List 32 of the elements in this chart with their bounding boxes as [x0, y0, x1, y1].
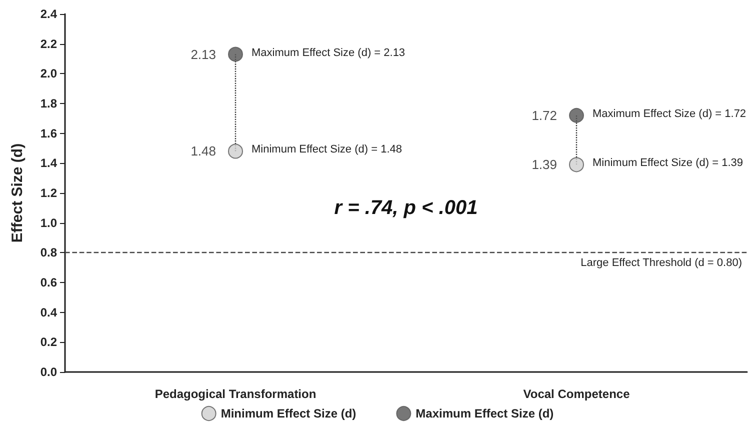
- data-label: 1.72: [532, 108, 557, 123]
- data-label: 1.39: [532, 157, 557, 172]
- annotation: r = .74, p < .001: [334, 196, 478, 219]
- legend-label: Minimum Effect Size (d): [220, 406, 356, 420]
- point: [228, 144, 243, 159]
- point: [569, 157, 584, 172]
- data-label: 1.48: [190, 144, 216, 159]
- y-tick-label: 2.4: [40, 7, 58, 21]
- y-tick-label: 0.2: [40, 335, 58, 350]
- y-tick-label: 1.4: [40, 156, 58, 170]
- y-tick-label: 1.8: [40, 96, 58, 110]
- y-tick-label: 2.0: [40, 66, 58, 81]
- y-tick-label: 1.2: [40, 186, 58, 200]
- y-axis-title: Effect Size (d): [9, 143, 26, 243]
- y-tick-label: 0.6: [40, 276, 58, 290]
- point: [569, 108, 584, 123]
- x-tick-label: Vocal Competence: [523, 387, 630, 401]
- x-tick-label: Pedagogical Transformation: [154, 387, 316, 401]
- annotation: Maximum Effect Size (d) = 1.72: [592, 108, 746, 120]
- y-tick-label: 2.2: [40, 36, 58, 51]
- legend-label: Maximum Effect Size (d): [416, 406, 554, 420]
- y-tick-label: 1.6: [40, 126, 58, 140]
- annotation: Minimum Effect Size (d) = 1.48: [252, 144, 402, 156]
- y-tick-label: 0.8: [40, 246, 58, 260]
- point: [228, 46, 243, 62]
- annotation: Minimum Effect Size (d) = 1.39: [592, 157, 743, 170]
- y-tick-label: 0.0: [40, 365, 58, 379]
- y-tick-label: 1.0: [40, 216, 58, 230]
- annotation: Maximum Effect Size (d) = 2.13: [252, 46, 406, 59]
- ref-line-label: Large Effect Threshold (d = 0.80): [580, 257, 742, 270]
- y-tick-label: 0.4: [40, 305, 58, 320]
- data-label: 2.13: [190, 46, 216, 62]
